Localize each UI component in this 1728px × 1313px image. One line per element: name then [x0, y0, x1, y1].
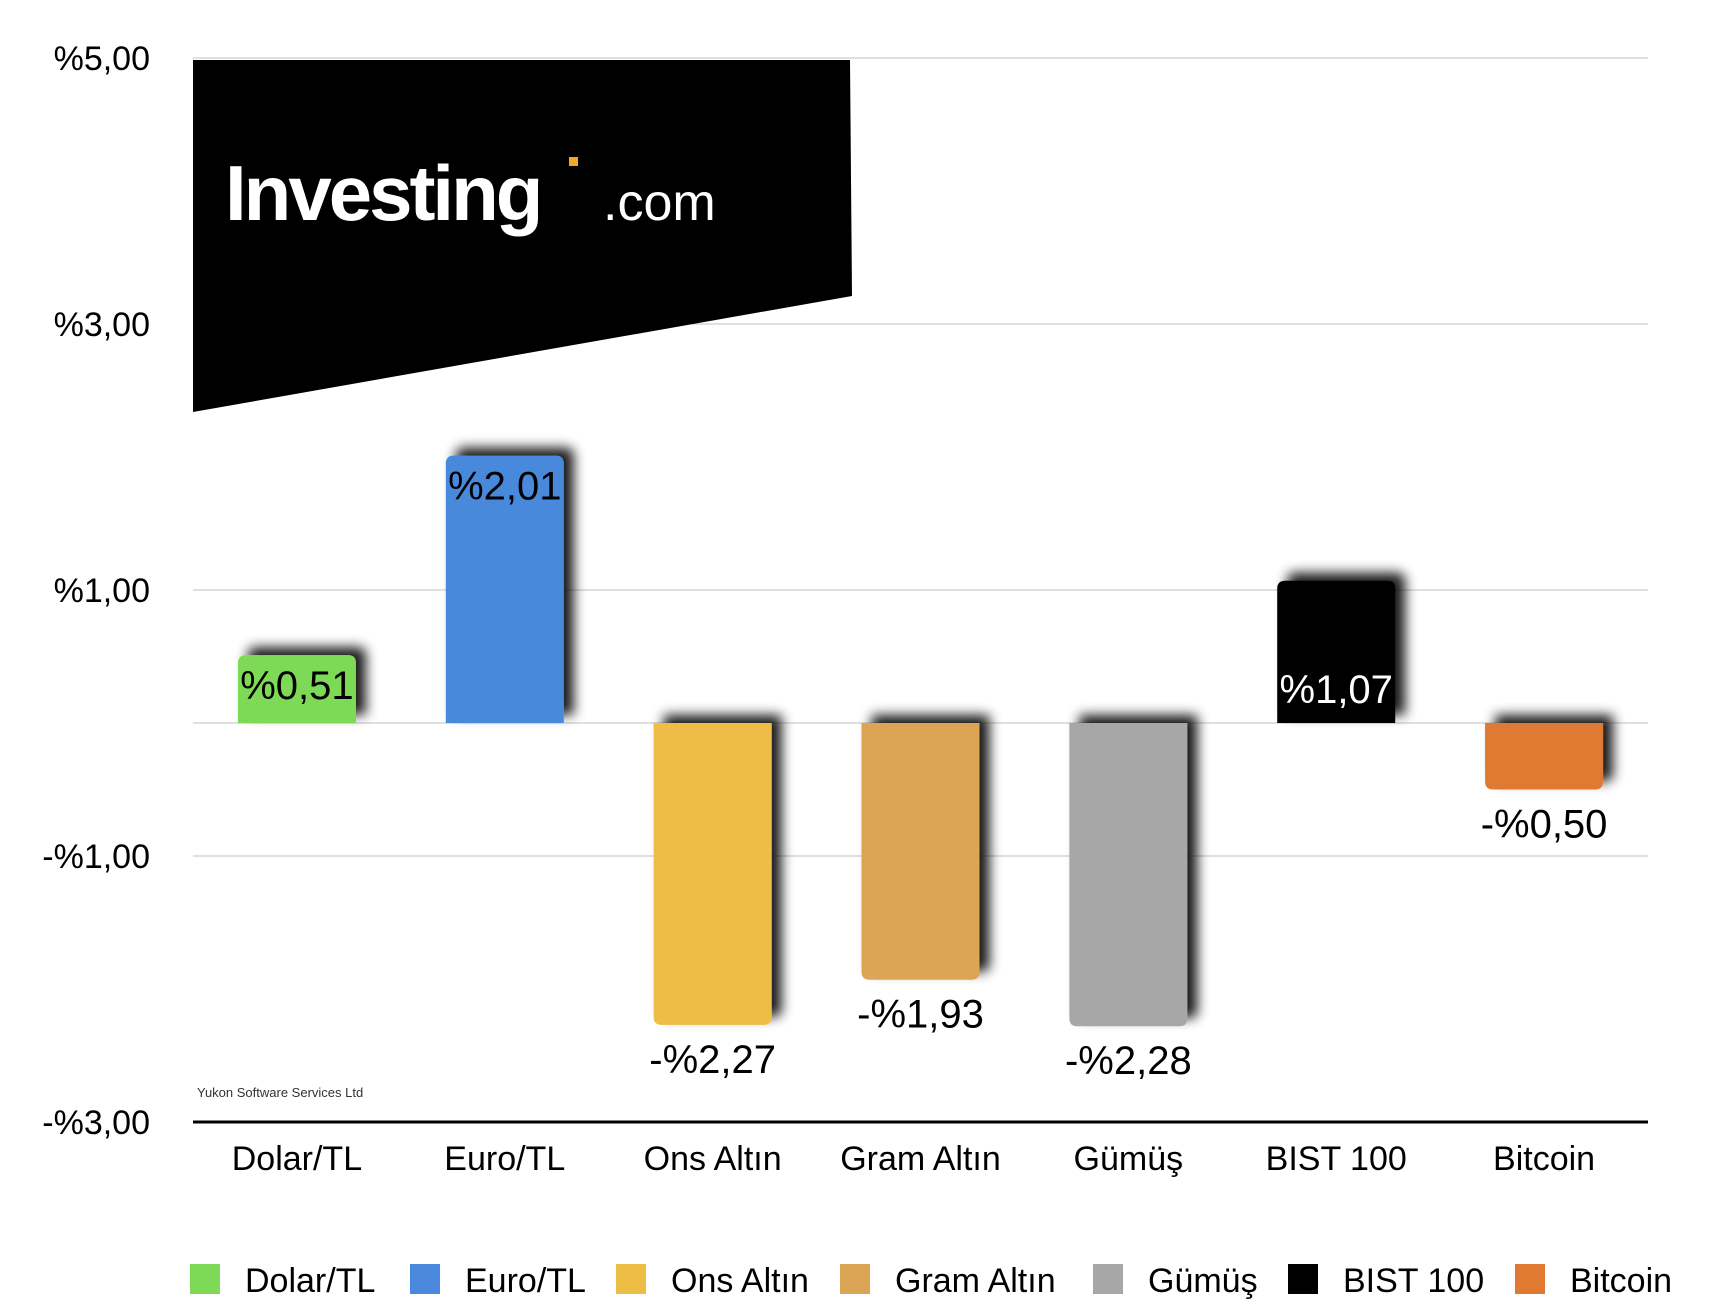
legend-swatch	[1288, 1264, 1318, 1294]
bar-value-label: %1,07	[1280, 668, 1393, 712]
y-axis-tick-labels: %5,00 %3,00 %1,00 -%1,00 -%3,00	[42, 40, 150, 1142]
legend-label: Bitcoin	[1570, 1262, 1672, 1300]
bar-g-m-	[1069, 723, 1188, 1027]
x-tick-label: Euro/TL	[444, 1140, 565, 1178]
y-tick-label: %3,00	[54, 306, 150, 344]
legend: Dolar/TL Euro/TL Ons Altın Gram Altın Gümüş B…	[190, 1262, 1672, 1300]
bar-gram-alt-n	[861, 723, 980, 980]
legend-label: Gümüş	[1148, 1262, 1258, 1300]
x-axis-tick-labels: Dolar/TL Euro/TL Ons Altın Gram Altın Gümüş B…	[232, 1140, 1595, 1178]
legend-swatch	[410, 1264, 440, 1294]
legend-label: BIST 100	[1343, 1262, 1484, 1300]
x-tick-label: Gram Altın	[840, 1140, 1001, 1178]
bar-ons-alt-n	[653, 723, 772, 1025]
x-tick-label: Gümüş	[1074, 1140, 1184, 1178]
watermark-text: Yukon Software Services Ltd	[197, 1085, 363, 1100]
logo-banner-shape	[193, 60, 852, 412]
legend-swatch	[1515, 1264, 1545, 1294]
x-tick-label: Ons Altın	[644, 1140, 782, 1178]
investing-logo: Investing .com	[193, 60, 852, 412]
legend-label: Ons Altın	[671, 1262, 809, 1300]
bar-value-label: -%2,27	[649, 1038, 776, 1082]
logo-suffix-text: .com	[603, 174, 716, 232]
legend-label: Euro/TL	[465, 1262, 586, 1300]
bar-value-label: -%0,50	[1481, 803, 1608, 847]
x-tick-label: BIST 100	[1266, 1140, 1407, 1178]
y-tick-label: -%1,00	[42, 838, 150, 876]
legend-label: Dolar/TL	[245, 1262, 375, 1300]
bar-value-label: -%1,93	[857, 993, 984, 1037]
bar-value-label: %0,51	[240, 664, 353, 708]
logo-orange-accent	[569, 157, 578, 166]
legend-swatch	[616, 1264, 646, 1294]
bar-dolar-tl	[237, 655, 356, 723]
legend-swatch	[1093, 1264, 1123, 1294]
bar-value-label: -%2,28	[1065, 1039, 1192, 1083]
bar-value-labels: %0,51 %2,01 -%2,27 -%1,93 -%2,28 %1,07 -%0,50	[240, 465, 1607, 1084]
y-tick-label: -%3,00	[42, 1104, 150, 1142]
y-tick-label: %5,00	[54, 40, 150, 78]
bar-bist-100	[1277, 580, 1396, 723]
bar-bitcoin	[1485, 723, 1604, 790]
y-tick-label: %1,00	[54, 572, 150, 610]
x-tick-label: Bitcoin	[1493, 1140, 1595, 1178]
x-tick-label: Dolar/TL	[232, 1140, 362, 1178]
legend-swatch	[190, 1264, 220, 1294]
legend-swatch	[840, 1264, 870, 1294]
bars	[237, 455, 1604, 1027]
bar-value-label: %2,01	[448, 465, 561, 509]
logo-main-text: Investing	[225, 149, 540, 237]
legend-label: Gram Altın	[895, 1262, 1056, 1300]
bar-euro-tl	[445, 455, 564, 723]
